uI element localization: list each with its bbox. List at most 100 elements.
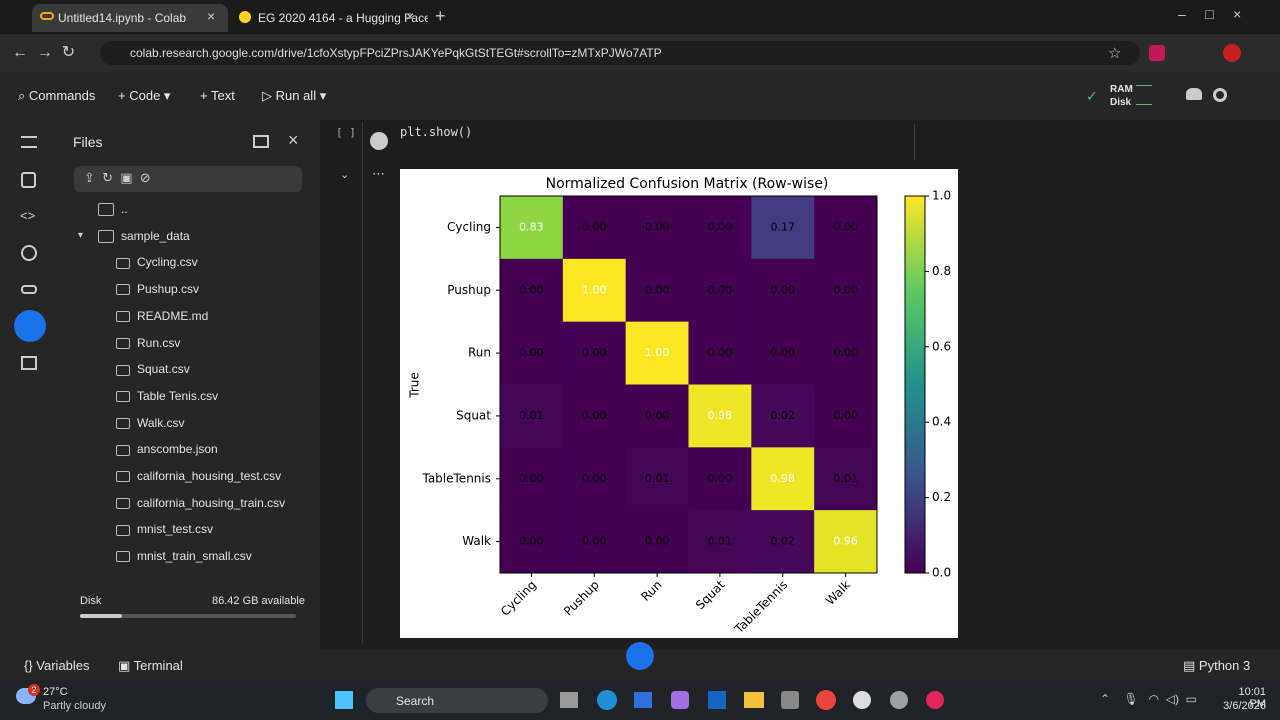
app-icon[interactable]: [781, 691, 799, 709]
y-tick-label: TableTennis: [421, 471, 491, 485]
extension-icon[interactable]: [1149, 45, 1165, 61]
new-tab[interactable]: +: [435, 6, 446, 26]
heatmap-cell: [688, 321, 752, 385]
files-icon-active[interactable]: [14, 310, 46, 342]
app-icon[interactable]: [816, 690, 836, 710]
label: Variables: [36, 658, 90, 673]
heatmap-cell: [814, 510, 878, 574]
add-text-button[interactable]: + Text: [200, 88, 235, 103]
profile-avatar[interactable]: [1223, 44, 1241, 62]
file-row[interactable]: Cycling.csv: [116, 252, 198, 272]
file-row[interactable]: Squat.csv: [116, 359, 190, 379]
app-icon[interactable]: [744, 692, 764, 708]
cell-label: 0.00: [519, 472, 544, 485]
app-icon[interactable]: [853, 691, 871, 709]
heatmap-cell: [625, 447, 689, 511]
app-icon[interactable]: [708, 691, 726, 709]
heatmap-cell: [500, 447, 564, 511]
gemini-button[interactable]: [626, 642, 654, 670]
bookmark-star[interactable]: ☆: [1108, 45, 1122, 62]
tab-active[interactable]: Untitled14.ipynb - Colab: [32, 4, 228, 32]
app-icon[interactable]: [890, 691, 908, 709]
file-icon: [116, 284, 130, 296]
open-window-icon[interactable]: [253, 135, 269, 148]
file-row[interactable]: anscombe.json: [116, 439, 218, 459]
folder-toggle[interactable]: ▾: [78, 229, 84, 241]
app-icon[interactable]: [634, 692, 652, 708]
tab-close[interactable]: ×: [207, 8, 216, 24]
commands-button[interactable]: ⌕ Commands: [18, 88, 96, 103]
tab-title: EG 2020 4164 - a Hugging Face: [258, 11, 428, 25]
file-row[interactable]: Pushup.csv: [116, 279, 199, 299]
file-name: Table Tenis.csv: [137, 388, 219, 403]
omnibox[interactable]: colab.research.google.com/drive/1cfoXsty…: [100, 41, 1140, 65]
heatmap-cell: [814, 196, 878, 260]
key-icon[interactable]: [21, 285, 37, 294]
close-panel[interactable]: ×: [288, 130, 299, 150]
add-code-button[interactable]: + Code ▾: [118, 88, 171, 103]
run-cell-button[interactable]: [370, 132, 388, 150]
runtime-button[interactable]: ▤ Python 3: [1183, 658, 1251, 673]
settings-icon[interactable]: [1213, 88, 1227, 102]
cell-label: 0.00: [708, 472, 733, 485]
find-icon[interactable]: [21, 172, 36, 188]
file-actions[interactable]: ⇪ ↻ ▣ ⊘: [84, 170, 151, 185]
cell-label: 0.96: [833, 535, 858, 548]
file-row[interactable]: sample_data: [98, 226, 190, 246]
file-row[interactable]: Table Tenis.csv: [116, 386, 218, 406]
label: Python 3: [1198, 658, 1251, 673]
app-icon[interactable]: [597, 690, 617, 710]
file-row[interactable]: Walk.csv: [116, 413, 185, 433]
heatmap-cell: [688, 447, 752, 511]
heatmap-cell: [814, 384, 878, 448]
heatmap-cell: [814, 321, 878, 385]
window-controls[interactable]: – □ ×: [1178, 6, 1242, 22]
tab[interactable]: EG 2020 4164 - a Hugging Face: [232, 4, 428, 32]
heatmap-cell: [625, 321, 689, 385]
ram-label: RAM: [1110, 84, 1133, 95]
resources[interactable]: RAM Disk: [1110, 83, 1133, 109]
date: 3/6/2026: [1223, 700, 1266, 712]
file-name: Cycling.csv: [137, 255, 198, 270]
app-icon[interactable]: [560, 692, 578, 708]
nav-buttons[interactable]: ← → ↻: [12, 44, 76, 61]
cell-label: 0.00: [708, 283, 733, 296]
file-row[interactable]: README.md: [116, 306, 208, 326]
heatmap-cell: [625, 384, 689, 448]
snippets-icon[interactable]: <>: [20, 208, 36, 223]
file-row[interactable]: mnist_test.csv: [116, 519, 213, 539]
table-icon[interactable]: [21, 356, 37, 370]
collapse-output[interactable]: ⌄: [340, 169, 350, 181]
terminal-button[interactable]: ▣ Terminal: [118, 658, 183, 673]
secrets-icon[interactable]: [21, 245, 37, 261]
run-all-button[interactable]: ▷ Run all ▾: [262, 88, 327, 103]
toc-icon[interactable]: [21, 136, 37, 148]
heatmap-cell: [562, 258, 626, 322]
file-name: Run.csv: [137, 335, 181, 350]
tray-icons[interactable]: ⌃ 🎙 ◠ ◁) ▭: [1100, 692, 1197, 706]
file-icon: [116, 391, 130, 403]
file-row[interactable]: california_housing_train.csv: [116, 493, 285, 513]
start-button[interactable]: [335, 691, 353, 709]
cell-label: 0.01: [833, 472, 858, 485]
file-icon: [116, 524, 130, 536]
tab-close[interactable]: ×: [406, 8, 415, 24]
output-menu[interactable]: ⋯: [372, 166, 385, 181]
file-row[interactable]: Run.csv: [116, 333, 180, 353]
file-name: california_housing_test.csv: [137, 469, 282, 483]
colorbar-tick-label: 1.0: [932, 189, 951, 203]
file-row[interactable]: mnist_train_small.csv: [116, 546, 252, 566]
cell-label: 0.00: [833, 220, 858, 233]
taskbar: 2 27°C Partly cloudy Search ⌃ 🎙 ◠ ◁) ▭ 1…: [0, 680, 1280, 720]
file-row[interactable]: california_housing_test.csv: [116, 466, 281, 486]
disk-bar-used: [80, 614, 122, 618]
app-icon[interactable]: [926, 691, 944, 709]
variables-button[interactable]: {} Variables: [24, 658, 90, 673]
share-icon[interactable]: [1186, 88, 1202, 100]
search-box[interactable]: Search: [366, 688, 548, 713]
file-name: ..: [121, 202, 128, 216]
app-icon[interactable]: [671, 691, 689, 709]
file-name: california_housing_train.csv: [137, 495, 286, 510]
file-row[interactable]: ..: [98, 199, 128, 219]
